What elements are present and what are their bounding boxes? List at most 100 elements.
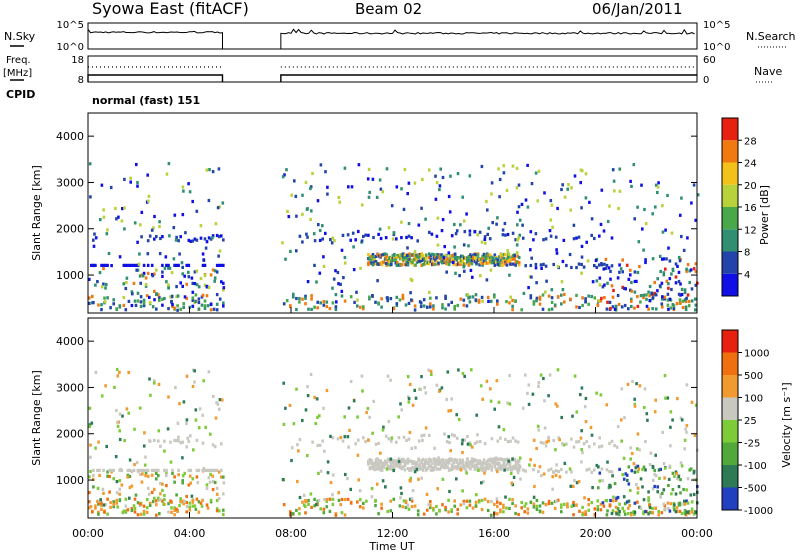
heatmap-cell (415, 260, 419, 264)
heatmap-cell (411, 259, 414, 263)
heatmap-cell (656, 485, 659, 489)
heatmap-cell (349, 238, 352, 242)
heatmap-cell (489, 399, 493, 403)
heatmap-cell (335, 300, 338, 304)
heatmap-cell (411, 403, 415, 407)
heatmap-cell (118, 370, 121, 374)
heatmap-cell (191, 504, 195, 508)
heatmap-cell (666, 193, 669, 198)
heatmap-cell (636, 491, 640, 495)
heatmap-cell (692, 183, 696, 187)
heatmap-cell (222, 475, 225, 479)
heatmap-cell (544, 264, 548, 268)
heatmap-cell (641, 485, 644, 489)
heatmap-cell (513, 467, 516, 471)
heatmap-cell (408, 257, 411, 261)
heatmap-cell (191, 290, 195, 294)
heatmap-cell (487, 462, 490, 466)
heatmap-cell (402, 257, 405, 261)
heatmap-cell (605, 263, 609, 268)
heatmap-cell (598, 479, 602, 483)
heatmap-cell (584, 297, 587, 301)
heatmap-cell (215, 263, 219, 267)
heatmap-cell (602, 229, 606, 233)
heatmap-cell (418, 254, 422, 258)
heatmap-cell (469, 443, 472, 447)
heatmap-cell (360, 203, 364, 207)
heatmap-cell (337, 282, 340, 286)
heatmap-cell (496, 500, 499, 504)
heatmap-cell (167, 286, 170, 290)
heatmap-cell (514, 461, 518, 465)
heatmap-cell (163, 468, 166, 472)
heatmap-cell (653, 280, 656, 285)
heatmap-cell (181, 213, 185, 217)
heatmap-cell (432, 506, 435, 510)
heatmap-cell (218, 249, 222, 253)
heatmap-cell (489, 268, 493, 272)
heatmap-cell (514, 511, 517, 516)
heatmap-cell (309, 372, 313, 377)
heatmap-cell (191, 298, 195, 302)
heatmap-cell (188, 474, 192, 478)
heatmap-cell (377, 441, 380, 445)
heatmap-cell (402, 459, 405, 463)
heatmap-cell (521, 406, 525, 410)
heatmap-cell (207, 285, 211, 290)
heatmap-cell (523, 504, 526, 508)
heatmap-cell (499, 510, 502, 514)
heatmap-cell (636, 486, 640, 490)
heatmap-cell (475, 464, 478, 468)
heatmap-cell (323, 497, 326, 502)
heatmap-cell (529, 248, 532, 252)
heatmap-cell (100, 394, 104, 398)
heatmap-cell (170, 294, 174, 298)
heatmap-cell (555, 499, 558, 503)
heatmap-cell (483, 235, 487, 239)
heatmap-cell (356, 500, 359, 504)
heatmap-cell (191, 304, 195, 308)
heatmap-cell (449, 259, 452, 263)
heatmap-cell (103, 296, 106, 300)
heatmap-cell (388, 460, 391, 464)
heatmap-cell (651, 296, 655, 300)
heatmap-cell (177, 468, 180, 472)
heatmap-cell (408, 382, 412, 387)
heatmap-cell (173, 513, 176, 517)
heatmap-cell (561, 259, 565, 264)
heatmap-cell (399, 496, 402, 500)
heatmap-cell (427, 368, 430, 372)
heatmap-cell (475, 440, 479, 444)
heatmap-cell (181, 481, 184, 485)
heatmap-cell (334, 513, 338, 517)
heatmap-cell (511, 457, 514, 461)
heatmap-cell (476, 233, 479, 237)
heatmap-cell (406, 503, 409, 507)
heatmap-cell (581, 303, 584, 308)
heatmap-cell (215, 293, 219, 297)
heatmap-cell (481, 299, 484, 303)
heatmap-cell (649, 451, 653, 455)
heatmap-cell (517, 255, 521, 260)
heatmap-cell (514, 466, 518, 470)
heatmap-cell (566, 502, 569, 506)
heatmap-cell (450, 508, 453, 512)
heatmap-cell (476, 253, 480, 257)
heatmap-cell (155, 235, 158, 239)
heatmap-cell (161, 488, 164, 492)
heatmap-cell (347, 445, 350, 449)
heatmap-cell (625, 500, 629, 504)
heatmap-cell (431, 466, 434, 470)
heatmap-cell (392, 307, 396, 311)
heatmap-cell (163, 493, 166, 497)
heatmap-cell (642, 293, 646, 297)
heatmap-cell (402, 259, 405, 263)
heatmap-cell (643, 387, 647, 391)
power-tick-label: 16 (744, 203, 757, 214)
heatmap-cell (331, 502, 335, 506)
heatmap-cell (417, 223, 421, 227)
heatmap-cell (220, 442, 223, 446)
heatmap-cell (125, 276, 129, 280)
heatmap-cell (662, 257, 666, 261)
heatmap-cell (408, 430, 412, 435)
